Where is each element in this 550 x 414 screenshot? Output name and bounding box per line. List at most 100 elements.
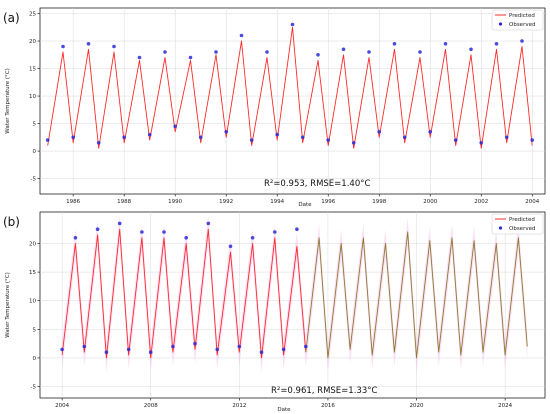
observed-point (104, 350, 109, 355)
observed-point (96, 141, 101, 145)
observed-point (61, 44, 65, 49)
observed-point (304, 344, 308, 349)
observed-point (520, 39, 524, 43)
observed-point (316, 53, 320, 57)
y-tick-label: 10 (29, 94, 36, 100)
observed-point (504, 135, 509, 140)
observed-point (453, 138, 458, 142)
observed-point (95, 227, 100, 231)
x-tick-label: 2004 (525, 199, 539, 205)
observed-point (112, 44, 116, 49)
x-tick-label: 2008 (144, 403, 158, 409)
observed-point (377, 130, 382, 134)
x-tick-label: 1986 (66, 199, 80, 205)
observed-point (228, 244, 233, 249)
legend-label-predicted: Predicted (509, 217, 535, 223)
panel-label: (a) (3, 11, 20, 25)
x-axis-label: Date (277, 407, 291, 413)
x-tick-label: 2024 (498, 403, 512, 409)
y-tick-label: 5 (33, 327, 37, 333)
x-tick-label: 2000 (423, 199, 437, 205)
observed-point (188, 55, 193, 60)
legend-swatch-observed (498, 22, 503, 26)
x-tick-labels: 2004 2008 2012 2016 2020 2024 (55, 398, 513, 409)
observed-point (73, 236, 78, 240)
y-tick-label: -5 (31, 385, 37, 391)
observed-point (239, 33, 244, 38)
y-tick-label: 5 (33, 122, 37, 128)
y-axis-label: Water Temperature (°C) (5, 272, 11, 337)
x-tick-label: 1992 (219, 199, 233, 205)
x-tick-label: 1994 (270, 199, 284, 205)
x-tick-labels: 1986 1988 1990 1992 1994 1996 1998 2000 2002 2004 (66, 194, 540, 205)
panel-a: -5 0 5 10 15 20 25 1986 1988 1990 1992 1994 1996 199… (3, 7, 546, 208)
legend: Predicted Observed (491, 9, 544, 31)
x-tick-label: 2004 (55, 403, 69, 409)
observed-point (86, 42, 91, 46)
legend-swatch-observed (498, 226, 503, 230)
metric-annotation: R²=0.961, RMSE=1.33°C (271, 386, 377, 396)
observed-point (428, 130, 433, 134)
observed-point (300, 135, 305, 140)
observed-point (171, 344, 175, 349)
observed-point (367, 50, 371, 54)
observed-point (443, 42, 448, 46)
observed-point (163, 50, 167, 54)
x-tick-label: 2002 (474, 199, 488, 205)
y-tick-labels: -5 0 5 10 15 20 (29, 241, 40, 391)
observed-point (295, 227, 299, 231)
grid-lines (40, 212, 545, 398)
observed-point (273, 230, 277, 234)
observed-point (117, 221, 122, 226)
predicted-line-forecast (305, 231, 528, 359)
observed-point (351, 141, 356, 145)
observed-point (173, 124, 177, 129)
observed-point (530, 138, 534, 142)
x-tick-label: 2012 (232, 403, 246, 409)
y-tick-label: 10 (29, 299, 36, 305)
legend: Predicted Observed (491, 213, 544, 235)
observed-point (162, 230, 166, 234)
observed-point (126, 347, 131, 352)
y-tick-label: 20 (29, 241, 36, 247)
x-tick-label: 2020 (410, 403, 424, 409)
x-tick-label: 1990 (168, 199, 182, 205)
series-points (45, 22, 534, 145)
observed-point (193, 341, 197, 346)
observed-point (469, 47, 473, 52)
predicted-line (61, 228, 307, 359)
observed-point (184, 236, 188, 240)
observed-point (214, 50, 218, 54)
observed-point (479, 141, 484, 145)
observed-point (494, 42, 499, 46)
observed-point (402, 135, 407, 140)
observed-point (265, 50, 269, 54)
y-tick-label: 15 (29, 67, 36, 73)
observed-point (259, 350, 264, 355)
series-lines (47, 26, 533, 149)
panel-label: (b) (3, 215, 20, 229)
observed-point (249, 138, 254, 142)
observed-point (250, 236, 255, 240)
y-tick-label: 0 (33, 356, 37, 362)
observed-point (224, 130, 228, 134)
grid-lines (40, 8, 545, 194)
x-tick-label: 1998 (372, 199, 386, 205)
y-axis-label: Water Temperature (°C) (5, 68, 11, 133)
observed-point (418, 50, 422, 54)
predicted-line (47, 26, 533, 149)
observed-point (147, 132, 152, 137)
observed-point (341, 47, 346, 52)
observed-point (60, 347, 64, 352)
observed-point (140, 230, 144, 234)
legend-label-observed: Observed (509, 226, 535, 232)
metric-annotation: R²=0.953, RMSE=1.40°C (264, 179, 370, 189)
observed-point (198, 135, 203, 140)
observed-point (45, 138, 50, 142)
observed-point (82, 344, 87, 349)
plot-area (39, 211, 546, 399)
observed-point (290, 22, 295, 27)
observed-point (71, 135, 75, 140)
